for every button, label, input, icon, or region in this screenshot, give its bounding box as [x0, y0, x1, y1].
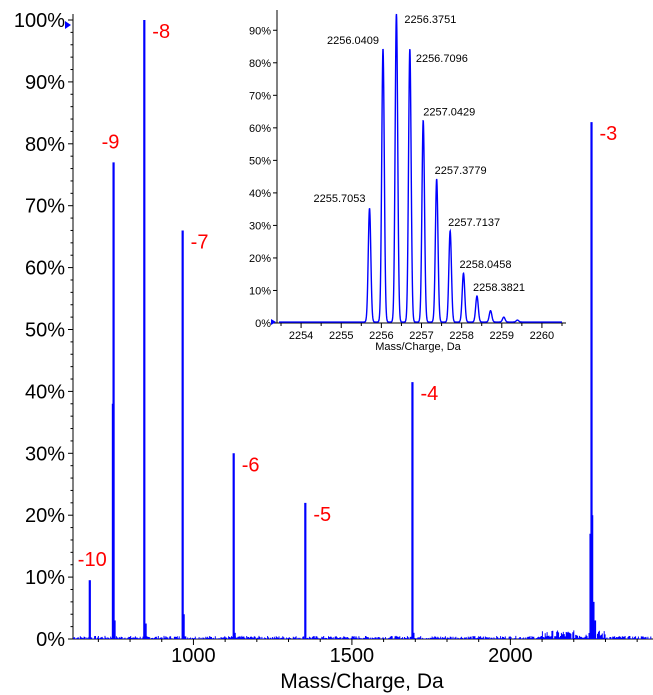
inset-x-tick-label: 2254	[289, 330, 313, 342]
charge-state-label: -10	[78, 549, 107, 571]
isotope-peak-label: 2257.3779	[435, 165, 487, 177]
inset-x-tick-label: 2260	[530, 330, 554, 342]
inset-y-tick-label: 80%	[249, 58, 271, 70]
inset-x-tick-label: 2255	[329, 330, 353, 342]
y-tick-label: 40%	[25, 381, 65, 403]
isotope-peak-label: 2257.7137	[448, 217, 500, 229]
inset-y-tick-label: 40%	[249, 188, 271, 200]
intensity-marker-icon	[65, 21, 71, 29]
y-tick-label: 90%	[25, 72, 65, 94]
isotope-peak-label: 2258.3821	[473, 282, 525, 294]
charge-state-label: -9	[102, 131, 120, 153]
inset-x-axis-label: Mass/Charge, Da	[375, 341, 461, 353]
y-tick-label: 100%	[14, 10, 65, 32]
y-tick-label: 10%	[25, 567, 65, 589]
x-tick-label: 2000	[488, 645, 533, 667]
inset-y-tick-label: 60%	[249, 123, 271, 135]
charge-state-label: -4	[420, 383, 438, 405]
charge-state-label: -3	[600, 123, 618, 145]
inset-y-tick-label: 20%	[249, 253, 271, 265]
x-tick-label: 1000	[171, 645, 216, 667]
isotope-peak-label: 2258.0458	[459, 259, 511, 271]
isotope-peak-label: 2256.0409	[327, 35, 379, 47]
isotope-profile-line	[279, 13, 562, 323]
y-tick-label: 50%	[25, 320, 65, 342]
inset-y-tick-label: 90%	[249, 25, 271, 37]
isotope-peak-label: 2255.7053	[314, 193, 366, 205]
inset-y-tick-label: 70%	[249, 90, 271, 102]
charge-state-label: -8	[152, 21, 170, 43]
charge-state-label: -6	[242, 454, 260, 476]
y-tick-label: 30%	[25, 443, 65, 465]
y-tick-label: 80%	[25, 134, 65, 156]
x-axis-label: Mass/Charge, Da	[280, 670, 444, 693]
inset-marker-icon	[271, 319, 276, 325]
inset-x-tick-label: 2259	[490, 330, 514, 342]
inset-x-tick-label: 2257	[409, 330, 433, 342]
inset-plot: 0% 10% 20% 30% 40% 50% 60% 70% 80% 90% 2254 2255 225…	[249, 0, 570, 353]
y-tick-label: 20%	[25, 505, 65, 527]
isotope-peak-label: 2257.0429	[423, 106, 475, 118]
inset-x-tick-label: 2256	[369, 330, 393, 342]
x-tick-label: 1500	[330, 645, 375, 667]
y-tick-label: 0%	[36, 629, 65, 651]
charge-state-label: -7	[191, 231, 209, 253]
isotope-peak-label: 2256.7096	[416, 53, 468, 65]
inset-y-tick-label: 0%	[255, 318, 271, 330]
charge-state-label: -5	[313, 504, 331, 526]
y-tick-label: 60%	[25, 258, 65, 280]
inset-x-tick-label: 2258	[449, 330, 473, 342]
inset-y-tick-label: 30%	[249, 220, 271, 232]
y-tick-label: 70%	[25, 196, 65, 218]
baseline-noise	[73, 630, 652, 639]
inset-y-tick-label: 50%	[249, 155, 271, 167]
isotope-peak-label: 2256.3751	[404, 14, 456, 26]
inset-y-tick-label: 10%	[249, 285, 271, 297]
main-plot: 0% 10% 20% 30% 40% 50% 60% 70% 80% 90% 100% 1000 150…	[14, 10, 653, 693]
